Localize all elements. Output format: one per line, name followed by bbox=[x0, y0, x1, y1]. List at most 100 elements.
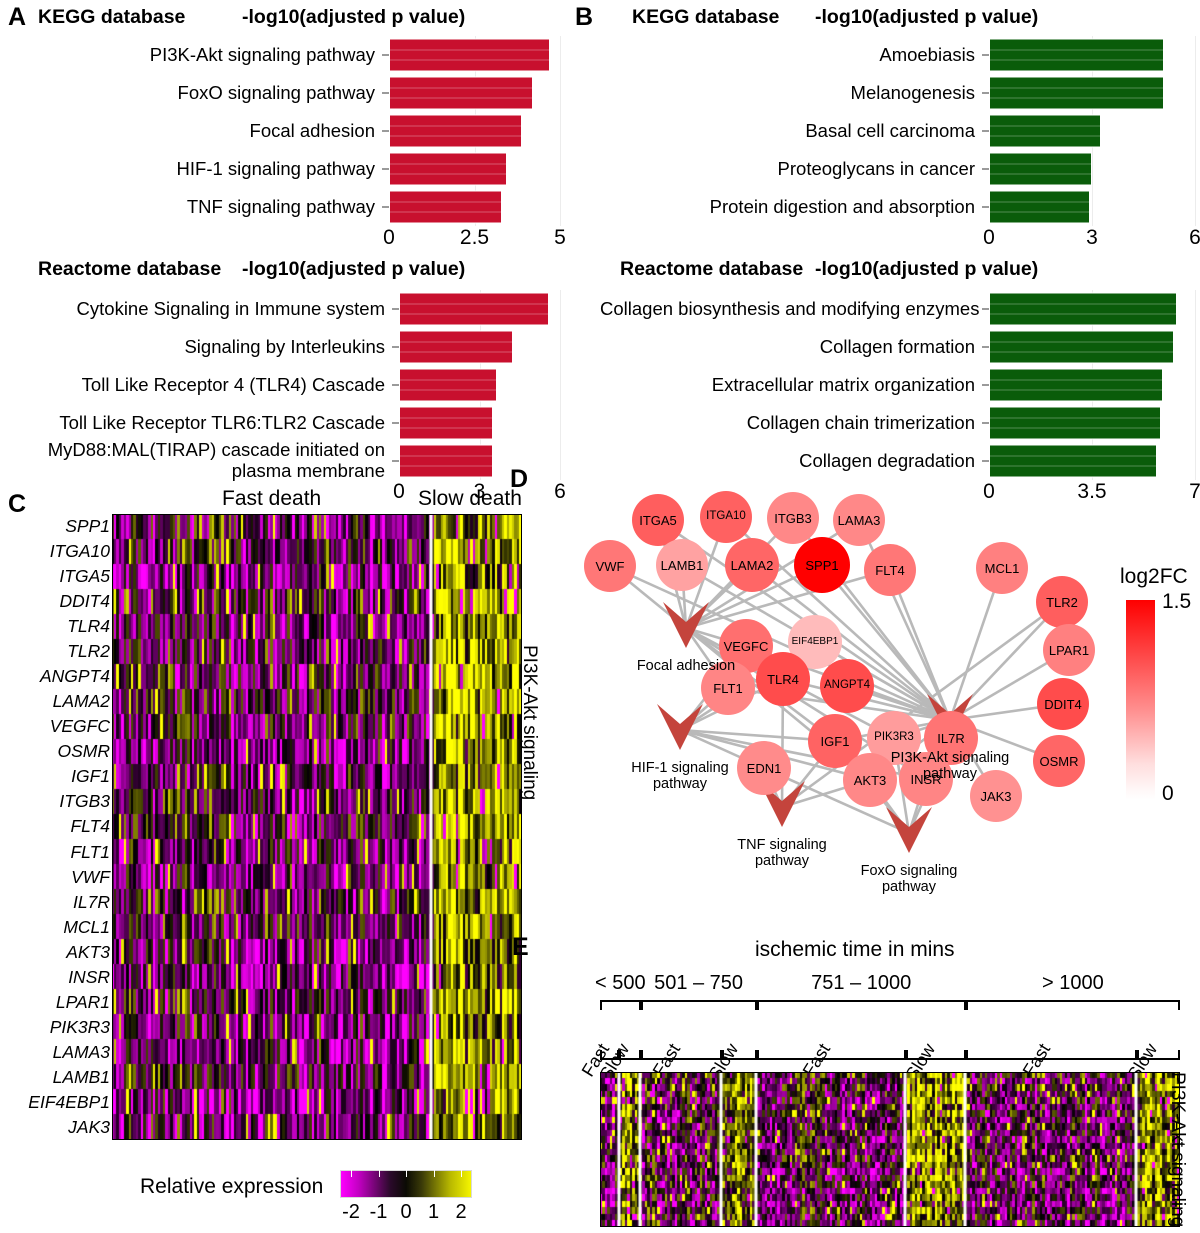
panel-letter-b: B bbox=[575, 3, 594, 31]
c-group-slow-death: Slow death bbox=[418, 487, 522, 510]
pathway-label-tnf: TNF signaling pathway bbox=[737, 837, 827, 870]
axis-title: -log10(adjusted p value) bbox=[815, 6, 1039, 28]
network-node-akt3[interactable]: AKT3 bbox=[843, 753, 897, 807]
heatmap-row-label: IL7R bbox=[73, 891, 110, 912]
bar bbox=[989, 330, 1175, 364]
gridline bbox=[1195, 150, 1196, 188]
network-node-flt4[interactable]: FLT4 bbox=[864, 544, 916, 596]
e-heatmap bbox=[600, 1072, 1180, 1227]
gridline bbox=[1195, 188, 1196, 226]
network-node-edn1[interactable]: EDN1 bbox=[737, 741, 791, 795]
axis-tick-label: 0 bbox=[383, 226, 395, 249]
network-node-tlr4[interactable]: TLR4 bbox=[756, 652, 810, 706]
network-node-flt1[interactable]: FLT1 bbox=[701, 661, 755, 715]
chart-a-kegg: KEGG database -log10(adjusted p value) PI3… bbox=[20, 6, 566, 256]
gridline bbox=[1195, 290, 1196, 328]
heatmap-row-label: ANGPT4 bbox=[39, 666, 110, 687]
heatmap-row-label: ITGB3 bbox=[59, 791, 110, 812]
gridline bbox=[560, 112, 561, 150]
network-node-ddit4[interactable]: DDIT4 bbox=[1037, 678, 1089, 730]
axis-tick-label: 2.5 bbox=[459, 226, 490, 249]
c-group-fast-death: Fast death bbox=[222, 487, 322, 510]
bar-track bbox=[989, 442, 1196, 480]
network-node-jak3[interactable]: JAK3 bbox=[970, 770, 1022, 822]
network-node-itga5[interactable]: ITGA5 bbox=[632, 494, 684, 546]
colorbar-tick bbox=[351, 1170, 352, 1177]
gridline bbox=[560, 74, 561, 112]
chart-b-reactome: Reactome database -log10(adjusted p value… bbox=[600, 258, 1200, 510]
category-tick bbox=[392, 384, 399, 386]
heatmap-row-label: LAMB1 bbox=[52, 1066, 110, 1087]
pathway-arrow-hif1[interactable] bbox=[655, 702, 705, 758]
x-axis: 0 3.5 7 bbox=[600, 480, 1200, 510]
network-node-lamb1[interactable]: LAMB1 bbox=[656, 539, 708, 591]
heatmap-row-label: INSR bbox=[68, 966, 110, 987]
pathway-arrow-focal[interactable] bbox=[661, 600, 711, 656]
category-tick bbox=[982, 206, 989, 208]
bar-row: Collagen degradation bbox=[600, 442, 1196, 480]
category-tick bbox=[382, 206, 389, 208]
colorbar-tick-label: 1 bbox=[427, 1201, 440, 1223]
panel-letter-c: C bbox=[8, 490, 27, 518]
gridline bbox=[560, 290, 561, 328]
c-colorbar-legend: Relative expression -2 -1 0 1 2 bbox=[140, 1165, 540, 1231]
bar bbox=[389, 114, 523, 148]
category-tick bbox=[982, 92, 989, 94]
gridline bbox=[560, 150, 561, 188]
bar-row: Proteoglycans in cancer bbox=[600, 150, 1196, 188]
e-group-bracket bbox=[568, 970, 1180, 1015]
bar-row: Basal cell carcinoma bbox=[600, 112, 1196, 150]
heatmap-row-label: SPP1 bbox=[65, 516, 110, 536]
network-node-osmr[interactable]: OSMR bbox=[1033, 735, 1085, 787]
category-tick bbox=[392, 460, 399, 462]
heatmap-row-label: DDIT4 bbox=[59, 591, 110, 612]
gridline bbox=[560, 404, 561, 442]
network-node-lpar1[interactable]: LPAR1 bbox=[1043, 624, 1095, 676]
chart-a-reactome: Reactome database -log10(adjusted p value… bbox=[20, 258, 566, 510]
network-node-lama3[interactable]: LAMA3 bbox=[833, 494, 885, 546]
category-tick bbox=[382, 168, 389, 170]
network-legend-gradient bbox=[1126, 600, 1155, 800]
bar-category-label: Signaling by Interleukins bbox=[184, 336, 385, 358]
network-edge bbox=[609, 564, 951, 722]
bar-category-label: PI3K-Akt signaling pathway bbox=[149, 44, 375, 66]
network-node-vegfc[interactable]: VEGFC bbox=[719, 619, 773, 673]
heatmap-row-label: ITGA10 bbox=[49, 541, 110, 562]
colorbar-tick-label: -1 bbox=[369, 1201, 388, 1223]
heatmap-row-label: TLR4 bbox=[67, 616, 110, 637]
network-node-vwf[interactable]: VWF bbox=[584, 540, 636, 592]
bar bbox=[399, 330, 514, 364]
bar bbox=[989, 406, 1162, 440]
network-node-insr[interactable]: INSR bbox=[899, 752, 953, 806]
db-title: Reactome database bbox=[620, 258, 804, 280]
bar-row: Signaling by Interleukins bbox=[20, 328, 561, 366]
network-node-angpt4[interactable]: ANGPT4 bbox=[820, 659, 874, 713]
heatmap-row-label: LAMA2 bbox=[52, 691, 110, 712]
bar bbox=[989, 76, 1165, 110]
bar-track bbox=[989, 328, 1196, 366]
category-tick bbox=[382, 130, 389, 132]
bar bbox=[399, 368, 497, 402]
axis-title: -log10(adjusted p value) bbox=[242, 258, 466, 280]
e-group-bracket bbox=[568, 970, 1180, 1015]
category-tick bbox=[382, 54, 389, 56]
colorbar-tick-label: -2 bbox=[342, 1201, 360, 1223]
x-axis: 0 3 6 bbox=[20, 480, 566, 510]
network-node-mcl1[interactable]: MCL1 bbox=[976, 542, 1028, 594]
colorbar-tick bbox=[461, 1170, 462, 1177]
bar-row: Collagen chain trimerization bbox=[600, 404, 1196, 442]
network-node-spp1[interactable]: SPP1 bbox=[794, 537, 850, 593]
bar-category-label: Toll Like Receptor 4 (TLR4) Cascade bbox=[81, 374, 385, 396]
colorbar-tick bbox=[378, 1170, 380, 1177]
axis-tick-label: 3.5 bbox=[1077, 480, 1107, 503]
bar-category-label: HIF-1 signaling pathway bbox=[176, 158, 375, 180]
axis-tick-label: 0 bbox=[983, 480, 995, 503]
axis-tick-label: 5 bbox=[554, 226, 566, 249]
pathway-arrow-foxo[interactable] bbox=[884, 805, 934, 861]
network-node-lama2[interactable]: LAMA2 bbox=[725, 538, 779, 592]
network-node-itgb3[interactable]: ITGB3 bbox=[767, 492, 819, 544]
heatmap-row-label: VWF bbox=[71, 866, 110, 887]
network-node-itga10[interactable]: ITGA10 bbox=[700, 491, 752, 543]
network-node-tlr2[interactable]: TLR2 bbox=[1036, 576, 1088, 628]
gridline bbox=[1195, 366, 1196, 404]
